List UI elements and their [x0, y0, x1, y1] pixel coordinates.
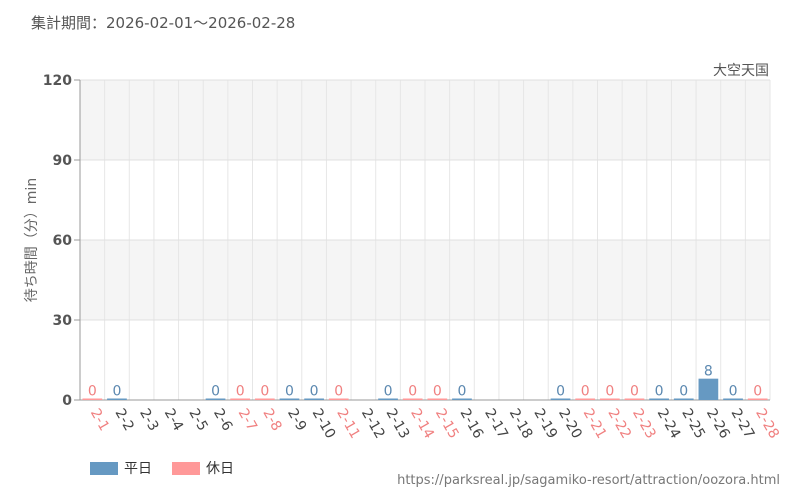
data-label: 0 [556, 384, 565, 400]
x-tick-label: 2-11 [333, 406, 363, 442]
x-tick-label: 2-7 [235, 406, 260, 434]
x-tick-label: 2-24 [654, 406, 684, 442]
x-tick-label: 2-10 [309, 406, 339, 442]
data-label: 0 [113, 384, 122, 400]
x-tick-label: 2-16 [457, 406, 487, 442]
attraction-name: 大空天国 [713, 63, 769, 79]
x-tick-label: 2-2 [112, 406, 137, 434]
x-tick-label: 2-13 [383, 406, 413, 442]
x-tick-label: 2-27 [728, 406, 758, 442]
bar [550, 398, 571, 400]
x-tick-label: 2-1 [87, 406, 112, 434]
bar [378, 398, 398, 400]
data-label: 0 [630, 384, 639, 400]
x-tick-label: 2-19 [530, 406, 560, 442]
legend: 平日 休日 [90, 458, 234, 478]
y-tick-label: 30 [53, 313, 73, 329]
period-label: 集計期間：2026-02-01～2026-02-28 [31, 14, 296, 32]
bars [82, 378, 768, 400]
data-label: 0 [384, 384, 393, 400]
legend-item-weekday[interactable]: 平日 [90, 458, 152, 478]
x-tick-label: 2-14 [407, 406, 437, 442]
bar [452, 398, 472, 400]
legend-swatch-weekday [90, 461, 118, 475]
x-tick-label: 2-28 [752, 406, 782, 442]
x-tick-label: 2-3 [136, 406, 161, 434]
legend-swatch-holiday [172, 461, 200, 475]
y-axis-label: 待ち時間（分）min [24, 178, 40, 302]
x-tick-label: 2-26 [703, 406, 733, 442]
x-tick-label: 2-17 [481, 406, 511, 442]
x-tick-label: 2-8 [259, 406, 284, 434]
bar [747, 398, 768, 400]
legend-label-weekday: 平日 [124, 461, 152, 477]
bar [402, 398, 423, 400]
bar [230, 398, 251, 400]
bar [254, 398, 275, 400]
x-tick-label: 2-4 [161, 406, 186, 434]
data-label: 0 [605, 384, 614, 400]
data-label: 0 [655, 384, 664, 400]
x-tick-label: 2-25 [678, 406, 708, 442]
data-label: 8 [704, 364, 713, 380]
data-label: 0 [433, 384, 442, 400]
legend-label-holiday: 休日 [206, 461, 234, 477]
x-tick-label: 2-22 [604, 406, 634, 442]
x-tick-label: 2-18 [506, 406, 536, 442]
x-tick-label: 2-6 [210, 406, 235, 434]
data-label: 0 [260, 384, 269, 400]
data-label: 0 [236, 384, 245, 400]
x-tick-label: 2-5 [185, 406, 210, 434]
bar [304, 398, 324, 400]
y-tick-label: 90 [53, 153, 73, 169]
bar [698, 378, 719, 400]
bar [427, 398, 448, 400]
bar [624, 398, 645, 400]
bar [575, 398, 596, 400]
bar [673, 398, 694, 400]
legend-item-holiday[interactable]: 休日 [172, 458, 234, 478]
bar [82, 398, 103, 400]
bar [107, 398, 127, 400]
x-tick-label: 2-9 [284, 406, 309, 434]
x-tick-label: 2-21 [580, 406, 610, 442]
data-label: 0 [458, 384, 467, 400]
data-label: 0 [581, 384, 590, 400]
data-label: 0 [679, 384, 688, 400]
bar [599, 398, 620, 400]
data-label: 0 [729, 384, 738, 400]
data-label: 0 [310, 384, 319, 400]
bar [205, 398, 226, 400]
data-labels: 0 0 0 0 0 0 0 0 0 0 0 0 0 0 0 0 0 080 0 [88, 364, 762, 400]
data-label: 0 [88, 384, 97, 400]
x-tick-label: 2-23 [629, 406, 659, 442]
y-ticks: 0 30 60 90 120 [43, 73, 80, 409]
x-tick-label: 2-20 [555, 406, 585, 442]
data-label: 0 [753, 384, 762, 400]
bar [328, 398, 349, 400]
data-label: 0 [211, 384, 220, 400]
data-label: 0 [285, 384, 294, 400]
y-tick-label: 0 [62, 393, 72, 409]
bar [723, 398, 743, 400]
data-label: 0 [334, 384, 343, 400]
data-label: 0 [408, 384, 417, 400]
y-tick-label: 120 [43, 73, 72, 89]
bar [649, 398, 669, 400]
bar [279, 398, 300, 400]
source-url: https://parksreal.jp/sagamiko-resort/att… [397, 473, 780, 488]
x-tick-label: 2-12 [358, 406, 388, 442]
y-tick-label: 60 [53, 233, 73, 249]
x-ticks: 2-1 2-2 2-3 2-4 2-5 2-6 2-7 2-8 2-9 2-102-112-122… [87, 406, 782, 442]
x-tick-label: 2-15 [432, 406, 462, 442]
